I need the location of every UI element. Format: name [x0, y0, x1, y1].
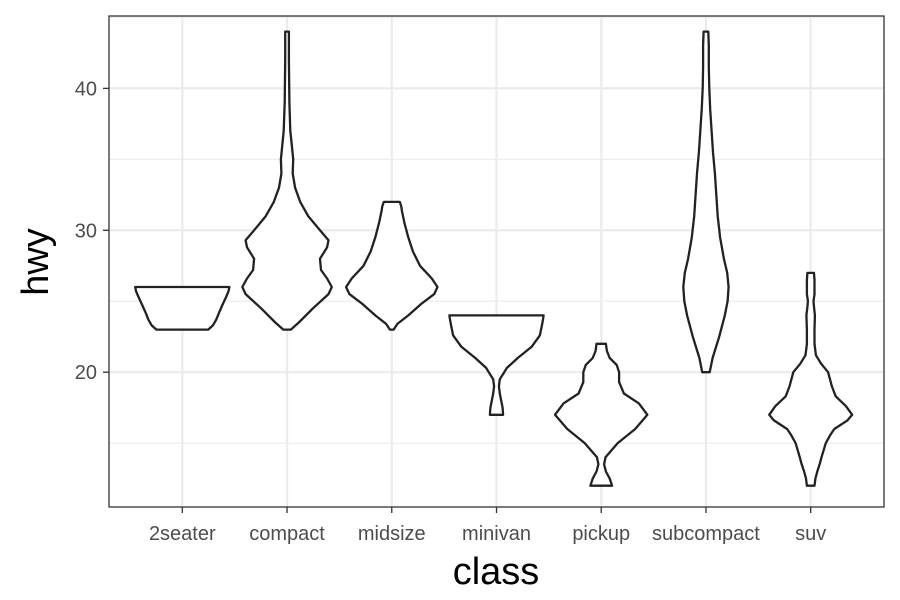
y-tick-label: 30	[75, 220, 97, 242]
violin-compact	[241, 30, 333, 331]
x-axis: 2seater compact midsize minivan pickup subcom…	[149, 507, 826, 545]
violin-midsize	[344, 200, 439, 331]
violins	[134, 30, 854, 487]
violin-pickup	[553, 342, 649, 487]
x-tick-label-pickup: pickup	[572, 523, 630, 545]
x-tick-label-midsize: midsize	[358, 523, 426, 545]
violin-2seater	[134, 285, 231, 331]
y-axis-title: hwy	[15, 228, 57, 296]
y-tick-label: 20	[75, 362, 97, 384]
x-tick-label-suv: suv	[795, 523, 826, 545]
violin-suv	[768, 271, 854, 487]
x-tick-label-compact: compact	[249, 523, 325, 545]
grid-lines	[109, 16, 884, 507]
x-axis-title: class	[453, 551, 540, 593]
violin-subcompact	[682, 30, 730, 374]
x-tick-label-minivan: minivan	[462, 523, 531, 545]
violin-minivan	[448, 314, 545, 416]
x-tick-label-subcompact: subcompact	[652, 523, 760, 545]
x-tick-label-2seater: 2seater	[149, 523, 216, 545]
y-axis: 20 30 40	[75, 78, 109, 384]
y-tick-label: 40	[75, 78, 97, 100]
